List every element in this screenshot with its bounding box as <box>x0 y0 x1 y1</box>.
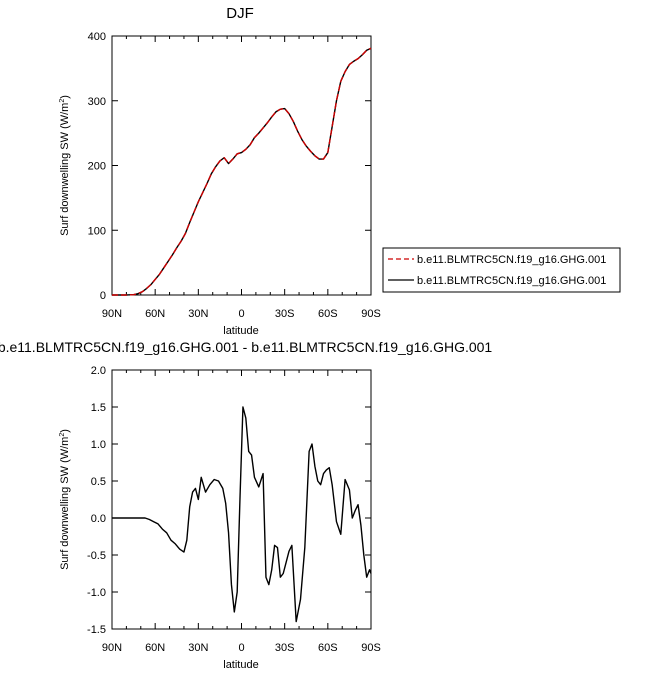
bottom-chart: b.e11.BLMTRC5CN.f19_g16.GHG.001 - b.e11.… <box>0 339 492 671</box>
y-tick-label: 100 <box>88 225 106 237</box>
x-tick-label: 60N <box>145 308 165 320</box>
x-tick-label: 30N <box>188 308 208 320</box>
series-line-1 <box>112 47 372 296</box>
y-tick-label: 1.0 <box>91 439 106 451</box>
y-tick-label: 200 <box>88 161 106 173</box>
x-tick-label: 60S <box>318 642 338 654</box>
top-x-axis-label: latitude <box>223 325 258 337</box>
y-tick-label: 400 <box>88 31 106 43</box>
x-tick-label: 60S <box>318 308 338 320</box>
y-tick-label: 0.0 <box>91 513 106 525</box>
y-tick-label: 0.5 <box>91 476 106 488</box>
y-tick-label: 2.0 <box>91 365 106 377</box>
y-tick-label: -1.0 <box>87 587 106 599</box>
y-tick-label: -0.5 <box>87 550 106 562</box>
x-tick-label: 0 <box>238 308 244 320</box>
top-chart: DJF 90N 60N 30N 0 30S 60S 90S 0 100 200 300 400 lat… <box>59 5 381 337</box>
y-tick-label: 1.5 <box>91 402 106 414</box>
series-line-2 <box>112 47 372 296</box>
legend-entry-2: b.e11.BLMTRC5CN.f19_g16.GHG.001 <box>417 275 606 287</box>
x-tick-label: 90S <box>361 308 381 320</box>
bottom-y-axis-label: Surf downwelling SW (W/m2) <box>59 429 71 570</box>
bottom-chart-title: b.e11.BLMTRC5CN.f19_g16.GHG.001 - b.e11.… <box>0 339 492 355</box>
legend-entry-1: b.e11.BLMTRC5CN.f19_g16.GHG.001 <box>417 254 606 266</box>
top-plot-frame <box>111 35 372 296</box>
bottom-plot-frame <box>111 369 372 630</box>
x-tick-label: 90N <box>102 308 122 320</box>
y-tick-label: -1.5 <box>87 624 106 636</box>
legend: b.e11.BLMTRC5CN.f19_g16.GHG.001 b.e11.BL… <box>382 247 621 293</box>
x-tick-label: 90S <box>361 642 381 654</box>
x-tick-label: 30S <box>275 308 295 320</box>
x-tick-label: 90N <box>102 642 122 654</box>
x-tick-label: 30S <box>275 642 295 654</box>
bottom-x-axis-label: latitude <box>223 659 258 671</box>
x-tick-label: 0 <box>238 642 244 654</box>
x-tick-label: 30N <box>188 642 208 654</box>
series-line-1 <box>112 406 372 623</box>
legend-box <box>382 247 621 293</box>
y-tick-label: 0 <box>100 290 106 302</box>
x-tick-label: 60N <box>145 642 165 654</box>
y-tick-label: 300 <box>88 96 106 108</box>
top-y-axis-label: Surf downwelling SW (W/m2) <box>59 95 71 236</box>
top-chart-title: DJF <box>226 5 254 22</box>
